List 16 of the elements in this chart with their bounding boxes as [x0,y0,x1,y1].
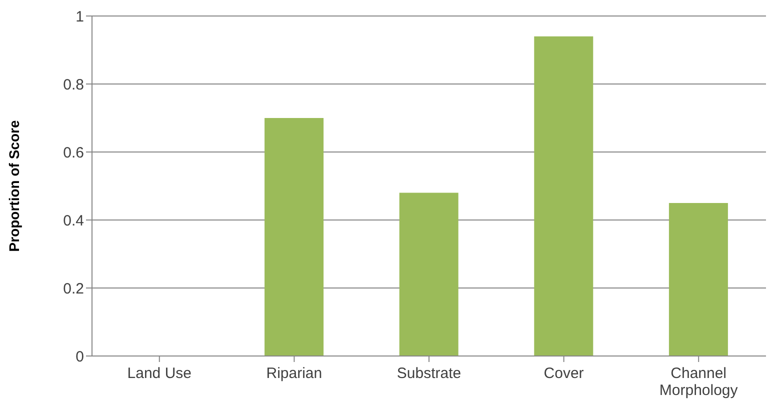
bar [264,118,324,356]
y-tick-label: 0.6 [63,144,84,162]
y-tick-label: 0 [76,348,84,366]
x-tick-label: Land Use [127,365,192,382]
x-tick-label: Riparian [266,365,322,382]
y-tick-label: 1 [76,8,84,26]
x-tick-label: Channel Morphology [659,365,738,399]
bar [668,203,728,356]
bar [534,36,594,356]
y-tick-label: 0.2 [63,280,84,298]
y-axis-title: Proportion of Score [6,120,22,252]
bar [399,192,458,356]
x-tick-label: Substrate [396,365,462,382]
y-tick-label: 0.8 [63,76,84,94]
x-tick-label: Cover [544,365,584,382]
y-tick-label: 0.4 [63,212,84,230]
